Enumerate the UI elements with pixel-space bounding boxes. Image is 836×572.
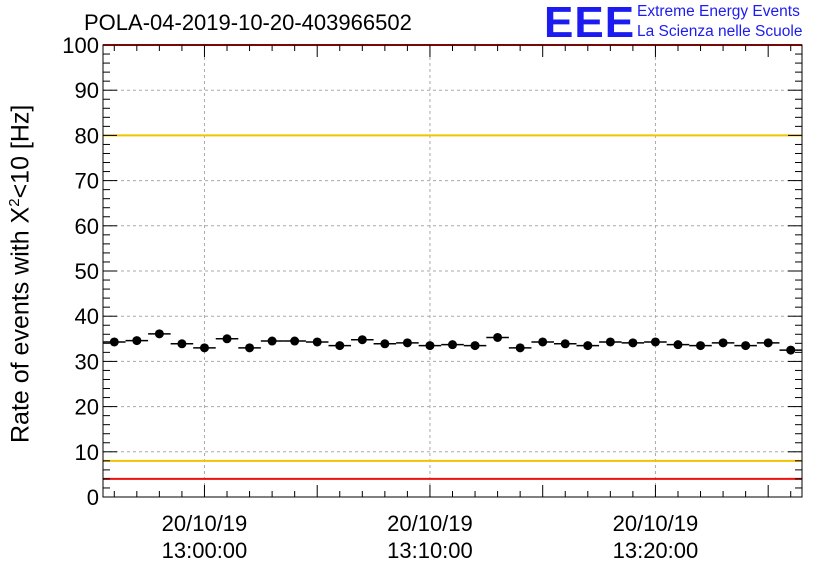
data-point — [779, 345, 802, 355]
data-point — [666, 340, 690, 350]
data-marker — [605, 337, 615, 347]
data-marker — [267, 336, 277, 346]
y-tick-label: 80 — [75, 123, 99, 148]
data-marker — [380, 339, 390, 349]
data-marker — [515, 343, 525, 353]
y-tick-label: 70 — [75, 169, 99, 194]
data-point — [553, 339, 577, 349]
data-marker — [718, 338, 728, 348]
data-marker — [763, 338, 773, 348]
data-point — [711, 338, 735, 348]
x-tick-label-time: 13:00:00 — [162, 538, 248, 563]
data-point — [148, 329, 171, 339]
data-marker — [312, 337, 322, 347]
data-point — [260, 336, 284, 346]
data-point — [463, 341, 487, 351]
y-tick-label: 30 — [75, 349, 99, 374]
y-tick-label: 20 — [75, 395, 99, 420]
data-point — [418, 341, 442, 351]
data-point — [599, 337, 622, 347]
x-tick-label-time: 13:10:00 — [387, 538, 473, 563]
data-marker — [493, 332, 503, 342]
x-tick-label-date: 20/10/19 — [162, 511, 248, 536]
data-marker — [177, 339, 187, 349]
data-marker — [470, 341, 480, 351]
eee-logo-text: Extreme Energy Events La Scienza nelle S… — [637, 2, 802, 42]
data-marker — [741, 341, 751, 351]
y-tick-label: 40 — [75, 304, 99, 329]
x-tick-label-date: 20/10/19 — [613, 511, 699, 536]
data-marker — [245, 343, 255, 353]
data-point — [215, 334, 239, 344]
data-point — [621, 338, 645, 348]
data-point — [193, 343, 216, 353]
data-point — [305, 337, 329, 347]
data-point — [756, 338, 780, 348]
eee-logo: EEE — [544, 0, 636, 47]
data-point — [396, 338, 419, 348]
data-point — [734, 341, 757, 351]
y-tick-label: 90 — [75, 78, 99, 103]
data-point — [576, 341, 600, 351]
data-marker — [448, 340, 457, 350]
y-tick-label: 10 — [75, 440, 99, 465]
data-marker — [583, 341, 593, 351]
data-point — [531, 337, 554, 347]
data-marker — [650, 337, 660, 347]
data-marker — [222, 334, 232, 344]
data-marker — [109, 337, 119, 347]
logo-line-1: Extreme Energy Events — [637, 3, 800, 20]
data-marker — [425, 341, 435, 351]
data-point — [125, 336, 149, 346]
data-marker — [402, 338, 412, 348]
x-tick-label-date: 20/10/19 — [387, 511, 473, 536]
data-marker — [357, 335, 367, 345]
data-point — [486, 332, 509, 342]
data-marker — [132, 336, 142, 346]
data-marker — [786, 345, 796, 355]
data-point — [328, 341, 352, 351]
data-marker — [560, 339, 570, 349]
y-tick-label: 60 — [75, 214, 99, 239]
data-marker — [335, 341, 345, 351]
data-marker — [199, 343, 209, 353]
data-marker — [538, 337, 548, 347]
x-tick-label-time: 13:20:00 — [613, 538, 699, 563]
data-marker — [696, 341, 706, 351]
data-point — [508, 343, 532, 353]
data-point — [351, 335, 374, 345]
data-point — [238, 343, 261, 353]
logo-line-2: La Scienza nelle Scuole — [637, 23, 803, 40]
data-marker — [154, 329, 164, 339]
y-tick-label: 100 — [62, 33, 99, 58]
data-point — [644, 337, 667, 347]
data-point — [103, 337, 126, 347]
data-marker — [628, 338, 638, 348]
data-marker — [673, 340, 683, 350]
data-point — [441, 340, 464, 350]
data-point — [170, 339, 194, 349]
y-tick-label: 50 — [75, 259, 99, 284]
chart-title: POLA-04-2019-10-20-403966502 — [84, 10, 412, 35]
y-tick-label: 0 — [87, 485, 99, 510]
data-point — [283, 336, 306, 346]
data-point — [373, 339, 397, 349]
data-marker — [290, 336, 300, 346]
data-point — [689, 341, 712, 351]
